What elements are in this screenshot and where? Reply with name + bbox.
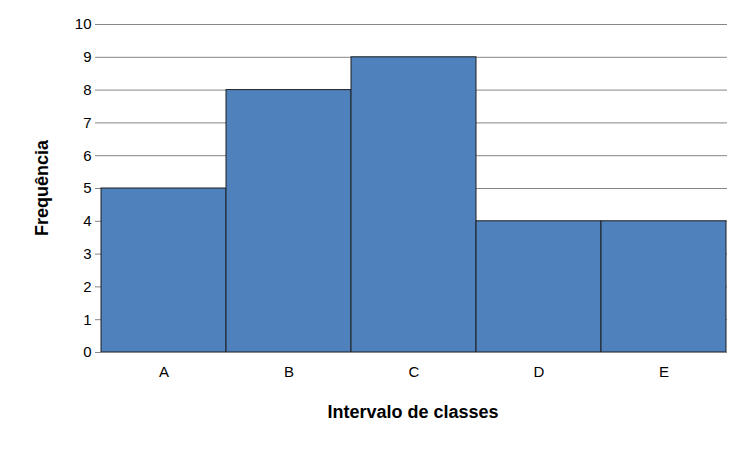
svg-text:4: 4 <box>83 212 91 229</box>
svg-text:E: E <box>659 363 669 380</box>
svg-text:8: 8 <box>83 81 91 98</box>
svg-text:10: 10 <box>75 15 92 32</box>
html-text:Intervalo de classes: Intervalo de classes <box>327 401 499 422</box>
svg-text:7: 7 <box>83 114 91 131</box>
html-text:Frequência: Frequência <box>31 140 52 236</box>
svg-text:3: 3 <box>83 245 91 262</box>
svg-text:A: A <box>159 363 169 380</box>
svg-text:1: 1 <box>83 311 91 328</box>
svg-text:0: 0 <box>83 343 91 360</box>
svg-text:9: 9 <box>83 48 91 65</box>
svg-text:C: C <box>409 363 420 380</box>
svg-text:2: 2 <box>83 278 91 295</box>
svg-text:B: B <box>284 363 294 380</box>
svg-text:D: D <box>534 363 545 380</box>
svg-text:6: 6 <box>83 147 91 164</box>
svg-text:5: 5 <box>83 179 91 196</box>
